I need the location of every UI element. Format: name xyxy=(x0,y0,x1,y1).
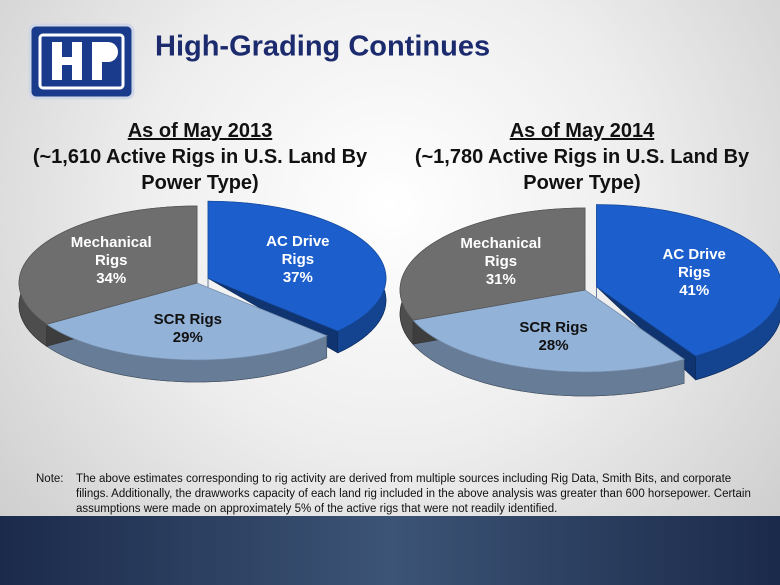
pie-slice xyxy=(45,282,328,361)
slice-value: 34% xyxy=(96,269,127,287)
slice-label: SCR Rigs 29% xyxy=(140,311,236,347)
slide-title: High-Grading Continues xyxy=(155,31,490,63)
slice-label: Mechanical Rigs 31% xyxy=(453,235,549,289)
note-label: Note: xyxy=(36,473,64,485)
slice-value: 37% xyxy=(282,268,313,286)
slice-label: Mechanical Rigs 34% xyxy=(63,234,159,288)
slice-category: AC Drive Rigs xyxy=(662,245,726,281)
slice-label: AC Drive Rigs 41% xyxy=(646,246,742,300)
pie-subtitle: (~1,610 Active Rigs in U.S. Land By Powe… xyxy=(32,146,368,194)
pie-title: As of May 2014 xyxy=(509,120,655,142)
slice-label: SCR Rigs 28% xyxy=(506,319,602,355)
note: Note: The above estimates corresponding t… xyxy=(36,472,756,517)
slice-category: AC Drive Rigs xyxy=(266,232,330,268)
slice-category: SCR Rigs xyxy=(153,310,222,328)
slice-category: Mechanical Rigs xyxy=(460,235,542,271)
pie-slice xyxy=(18,205,198,325)
slice-label: AC Drive Rigs 37% xyxy=(250,233,346,287)
slice-value: 29% xyxy=(172,328,203,346)
pie-slice xyxy=(207,200,387,332)
slice-category: SCR Rigs xyxy=(519,318,588,336)
footer-band xyxy=(0,516,780,585)
slice-category: Mechanical Rigs xyxy=(70,233,152,269)
slice-value: 31% xyxy=(485,271,516,289)
note-text: The above estimates corresponding to rig… xyxy=(76,473,751,515)
logo xyxy=(28,23,135,100)
pie-header: As of May 2013 (~1,610 Active Rigs in U.S… xyxy=(30,118,370,196)
pie-slice xyxy=(412,289,686,373)
slice-value: 28% xyxy=(538,336,569,354)
pie-header: As of May 2014 (~1,780 Active Rigs in U.S… xyxy=(412,118,752,196)
pie-slice xyxy=(596,204,780,357)
pie-title: As of May 2013 xyxy=(127,120,273,142)
pie-slice xyxy=(399,207,586,321)
slice-value: 41% xyxy=(679,281,710,299)
pie-subtitle: (~1,780 Active Rigs in U.S. Land By Powe… xyxy=(414,146,750,194)
